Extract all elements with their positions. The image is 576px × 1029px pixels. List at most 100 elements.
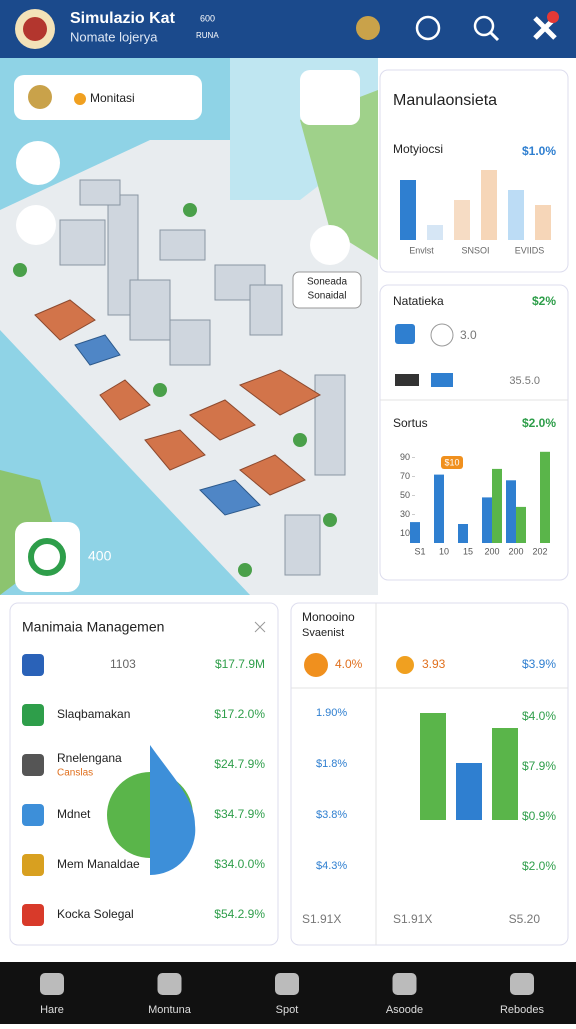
chart-title: Motyiocsi (393, 142, 443, 156)
callout-text: Soneada (307, 277, 347, 288)
bar (420, 713, 446, 820)
row-label[interactable]: Rnelengana (57, 751, 122, 765)
nav-label[interactable]: Rebodes (500, 1004, 545, 1016)
map-marker[interactable] (16, 141, 60, 185)
card-title: Manulaonsieta (393, 92, 497, 109)
counter-value: 400 (88, 548, 112, 564)
nav-label[interactable]: Montuna (148, 1004, 192, 1016)
counter-button[interactable] (15, 522, 80, 592)
row-icon (22, 654, 44, 676)
row-value: $54.2.9% (214, 907, 265, 921)
card-title: Manimaia Managemen (22, 619, 164, 635)
monitor-right: $7.9% (522, 759, 556, 773)
monitor-left: $4.3% (316, 860, 347, 872)
bar (508, 190, 524, 240)
stats-card (379, 284, 569, 581)
card-title: Natatieka (393, 294, 444, 308)
chart-value: $1.0% (522, 144, 556, 158)
chart-title: Sortus (393, 416, 428, 430)
stat-icon (431, 373, 453, 387)
nav-label[interactable]: Asoode (386, 1004, 423, 1016)
map-marker[interactable] (16, 205, 56, 245)
emblem-button[interactable] (356, 16, 380, 40)
bar (540, 451, 550, 543)
footer-text: S5.20 (509, 912, 541, 926)
annotation: $10 (444, 457, 459, 467)
nav-label[interactable]: Hare (40, 1004, 64, 1016)
y-tick-label: 30 (400, 509, 410, 519)
row-value: $34.7.9% (214, 807, 265, 821)
counter-icon (28, 538, 66, 576)
bar (458, 524, 468, 543)
row-icon (22, 704, 44, 726)
bar (454, 200, 470, 240)
card-title: Monooino (302, 610, 355, 624)
x-tick-label: EVIIDS (515, 245, 545, 255)
bar (492, 468, 502, 543)
badge-dot (74, 93, 86, 105)
monitor-left: $1.8% (316, 758, 347, 770)
row-label[interactable]: 1103 (110, 657, 136, 671)
bar (535, 205, 551, 240)
y-tick-label: 10 (400, 528, 410, 538)
monitor-left: 1.90% (316, 707, 347, 719)
bar (400, 180, 416, 240)
app-subtitle: Nomate lojerya (70, 29, 158, 44)
map-marker[interactable] (310, 225, 350, 265)
x-tick-label: SNSOI (461, 245, 489, 255)
chip: 3.93 (422, 657, 446, 671)
nav-icon[interactable] (40, 973, 64, 995)
row-label[interactable]: Kocka Solegal (57, 907, 134, 921)
monitor-right: $0.9% (522, 809, 556, 823)
map-badge[interactable] (14, 75, 202, 120)
row-icon (22, 854, 44, 876)
bar (492, 728, 518, 820)
monitor-right: $4.0% (522, 709, 556, 723)
city-map (0, 58, 378, 595)
search-button[interactable] (473, 15, 500, 42)
badge-label: Monitasi (90, 91, 135, 105)
landmark-button[interactable] (300, 70, 360, 125)
nav-label[interactable]: Spot (276, 1004, 299, 1016)
nav-icon[interactable] (392, 973, 417, 995)
stat-icon (395, 324, 415, 344)
chip: $3.9% (522, 657, 556, 671)
bar (516, 506, 526, 543)
chip-icon (396, 656, 414, 674)
annotation-tag (441, 456, 463, 469)
chart-value: $2.0% (522, 416, 556, 430)
drop-graphic (107, 745, 196, 876)
row-label[interactable]: Slaqbamakan (57, 707, 130, 721)
header-bar (0, 0, 576, 58)
map-button[interactable] (415, 15, 441, 41)
chip-icon (304, 653, 328, 677)
badge-icon (28, 85, 52, 109)
row-icon (22, 904, 44, 926)
x-tick-label: 200 (508, 546, 523, 556)
bar (481, 170, 497, 240)
row-sublabel: Canslas (57, 768, 93, 779)
x-tick-label: 202 (532, 546, 547, 556)
map-callout (292, 271, 362, 309)
x-tick-label: 10 (439, 546, 449, 556)
stat-row: 3.0 (460, 328, 477, 342)
footer-text: S1.91X (302, 912, 341, 926)
chip: 4.0% (335, 657, 363, 671)
bar (506, 480, 516, 543)
bar (456, 763, 482, 820)
nav-icon[interactable] (157, 973, 182, 995)
row-value: $17.7.9M (215, 657, 265, 671)
close-button[interactable] (254, 621, 266, 633)
bar (410, 522, 420, 543)
row-label[interactable]: Mem Manaldae (57, 857, 140, 871)
row-label[interactable]: Mdnet (57, 807, 91, 821)
settings-button[interactable] (533, 11, 559, 40)
nav-icon[interactable] (275, 973, 299, 995)
row-icon (22, 804, 44, 826)
row-value: $24.7.9% (214, 757, 265, 771)
stat-icon (395, 374, 419, 386)
card-value: $2% (532, 294, 556, 308)
bar (434, 474, 444, 543)
card-title: Svaenist (302, 627, 344, 639)
nav-icon[interactable] (510, 973, 534, 995)
